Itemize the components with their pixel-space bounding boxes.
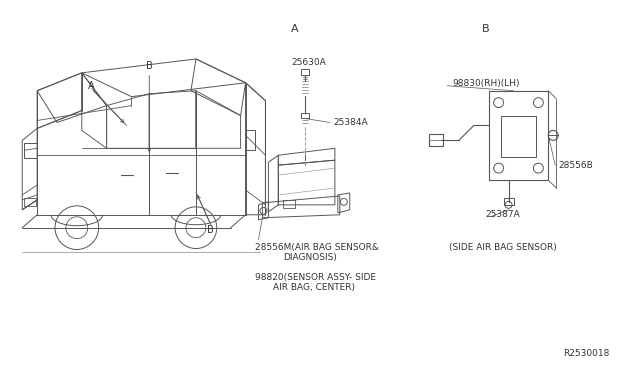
Text: B: B (146, 61, 153, 71)
Text: A: A (291, 24, 299, 34)
Bar (504, 198, 513, 205)
Text: R2530018: R2530018 (563, 349, 609, 358)
Text: 25384A: 25384A (333, 118, 367, 127)
Bar (24, 198, 36, 206)
Bar (24, 143, 37, 158)
Bar (489, 91, 548, 180)
Text: B: B (482, 24, 490, 34)
Text: 28556B: 28556B (558, 161, 593, 170)
Text: DIAGNOSIS): DIAGNOSIS) (284, 253, 337, 262)
Text: A: A (88, 81, 95, 91)
Bar (429, 134, 443, 146)
Text: 25630A: 25630A (291, 58, 326, 67)
Text: AIR BAG, CENTER): AIR BAG, CENTER) (273, 283, 355, 292)
Text: 28556M(AIR BAG SENSOR&: 28556M(AIR BAG SENSOR& (255, 243, 380, 252)
Bar (246, 131, 255, 150)
Bar (500, 116, 536, 157)
Bar (301, 69, 309, 75)
Text: 98830(RH)(LH): 98830(RH)(LH) (452, 79, 520, 88)
Text: 98820(SENSOR ASSY- SIDE: 98820(SENSOR ASSY- SIDE (255, 273, 376, 282)
Text: 25387A: 25387A (486, 210, 520, 219)
Bar (284, 200, 295, 208)
Text: (SIDE AIR BAG SENSOR): (SIDE AIR BAG SENSOR) (449, 243, 557, 252)
Bar (301, 113, 309, 118)
Text: B: B (207, 225, 214, 235)
